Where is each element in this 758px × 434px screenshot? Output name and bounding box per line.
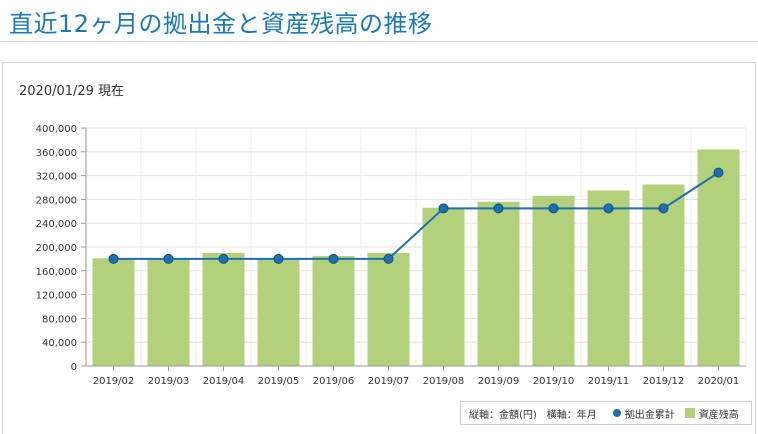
y-tick-label: 320,000 <box>36 172 77 183</box>
point-contribution-total <box>658 203 669 214</box>
point-contribution-total <box>603 203 614 214</box>
x-tick-label: 2019/08 <box>423 376 465 387</box>
y-tick-label: 400,000 <box>36 124 77 135</box>
legend-contribution-label: 拠出金累計 <box>624 409 675 421</box>
line-contribution-total <box>113 171 720 260</box>
x-tick-label: 2019/05 <box>258 376 300 387</box>
contribution-marker-icon <box>612 409 621 417</box>
point-contribution-total <box>218 253 229 264</box>
point-contribution-total <box>383 253 394 264</box>
x-tick-label: 2019/09 <box>478 376 520 387</box>
bar-asset-balance <box>422 207 465 366</box>
axis-note: 縦軸：金額(円) 横軸：年月 <box>469 409 597 421</box>
point-contribution-total <box>493 203 504 214</box>
page-title: 直近12ヶ月の拠出金と資産残高の推移 <box>9 10 433 38</box>
chart-legend: 縦軸：金額(円) 横軸：年月 拠出金累計 資産残高 <box>460 401 752 425</box>
bar-asset-balance <box>532 195 575 366</box>
bar-asset-balance <box>367 252 410 366</box>
bar-asset-balance <box>92 258 135 366</box>
x-tick-label: 2020/01 <box>698 376 740 387</box>
x-tick-label: 2019/07 <box>368 376 410 387</box>
bar-asset-balance <box>257 258 300 366</box>
point-contribution-total <box>163 253 174 264</box>
x-tick-label: 2019/03 <box>148 376 190 387</box>
y-tick-label: 40,000 <box>42 338 77 349</box>
x-tick-label: 2019/02 <box>93 376 135 387</box>
x-tick-label: 2019/10 <box>533 376 575 387</box>
bar-asset-balance <box>642 184 685 366</box>
point-contribution-total <box>548 203 559 214</box>
bar-asset-balance <box>697 149 740 366</box>
as-of-date: 2020/01/29 現在 <box>19 84 125 99</box>
x-tick-label: 2019/06 <box>313 376 355 387</box>
legend-balance-label: 資産残高 <box>698 409 739 421</box>
point-contribution-total <box>273 253 284 264</box>
bar-asset-balance <box>312 255 355 366</box>
y-tick-label: 160,000 <box>36 267 77 278</box>
title-divider <box>0 41 758 42</box>
bar-asset-balance <box>587 190 630 366</box>
balance-swatch-icon <box>684 408 695 418</box>
point-contribution-total <box>328 253 339 264</box>
x-tick-label: 2019/04 <box>203 376 245 387</box>
bar-asset-balance <box>477 201 520 366</box>
bar-asset-balance <box>147 258 190 366</box>
y-tick-label: 120,000 <box>36 291 77 302</box>
chart-panel <box>2 62 756 434</box>
x-tick-label: 2019/11 <box>588 376 630 387</box>
x-tick-label: 2019/12 <box>643 376 685 387</box>
y-tick-label: 80,000 <box>42 314 77 325</box>
bar-asset-balance <box>202 252 245 366</box>
point-contribution-total <box>438 203 449 214</box>
point-contribution-total <box>713 167 724 178</box>
y-tick-label: 0 <box>71 362 77 373</box>
y-tick-label: 200,000 <box>36 243 77 254</box>
point-contribution-total <box>108 253 119 264</box>
y-tick-label: 280,000 <box>36 195 77 206</box>
y-tick-label: 360,000 <box>36 148 77 159</box>
y-tick-label: 240,000 <box>36 219 77 230</box>
